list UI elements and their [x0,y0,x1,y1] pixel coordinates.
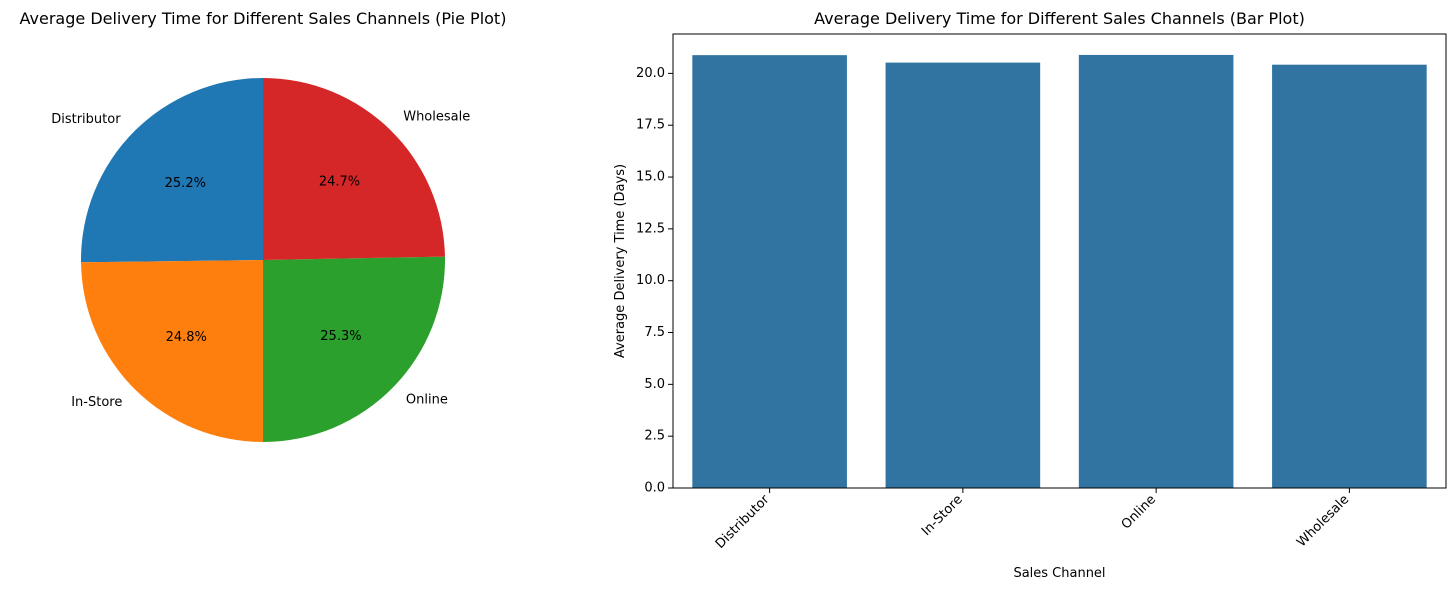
y-tick-label: 12.5 [636,221,665,236]
pie-chart-title: Average Delivery Time for Different Sale… [20,9,507,28]
y-tick-label: 17.5 [636,118,665,133]
x-axis-label: Sales Channel [1013,566,1105,581]
axes-frame [672,33,1447,489]
pie-slices [80,78,446,442]
pie-category-label-distributor: Distributor [51,112,121,127]
x-tick-label-distributor: Distributor [713,492,773,552]
bar-series [692,54,1427,489]
pie-category-label-in-store: In-Store [71,395,122,410]
pie-slice-online [263,256,446,442]
y-tick-label: 2.5 [644,429,665,444]
y-axis: 0.0 2.5 5.0 7.5 10.0 12.5 15.0 17.5 20.0 [636,66,673,496]
pie-category-label-wholesale: Wholesale [403,110,470,125]
x-tick-label-wholesale: Wholesale [1294,492,1352,550]
bar-in-store [885,62,1041,489]
pie-pct-label-online: 25.3% [320,329,361,344]
y-tick-label: 15.0 [636,170,665,185]
x-tick-label-in-store: In-Store [919,492,966,539]
y-tick-label: 0.0 [644,481,665,496]
pie-pct-label-wholesale: 24.7% [319,175,360,190]
pie-chart: Average Delivery Time for Different Sale… [20,9,507,442]
y-tick-label: 7.5 [644,325,665,340]
bar-chart: Average Delivery Time for Different Sale… [613,9,1447,581]
bar-chart-title: Average Delivery Time for Different Sale… [814,9,1305,28]
pie-slice-distributor [80,78,263,263]
bar-distributor [692,55,847,489]
x-axis: Distributor In-Store Online Wholesale [713,488,1352,552]
x-tick-label-online: Online [1119,492,1159,532]
pie-slice-wholesale [263,78,445,260]
bar-wholesale [1272,64,1427,489]
bar-online [1078,54,1234,489]
pie-slice-in-store [81,260,263,442]
y-tick-label: 5.0 [644,377,665,392]
y-tick-label: 10.0 [636,273,665,288]
pie-pct-label-distributor: 25.2% [165,176,206,191]
y-axis-label: Average Delivery Time (Days) [613,164,628,358]
y-tick-label: 20.0 [636,66,665,81]
pie-category-label-online: Online [406,393,448,408]
pie-pct-label-in-store: 24.8% [166,330,207,345]
pie-labels: 25.2% Distributor 24.8% In-Store 25.3% Online… [51,110,470,410]
